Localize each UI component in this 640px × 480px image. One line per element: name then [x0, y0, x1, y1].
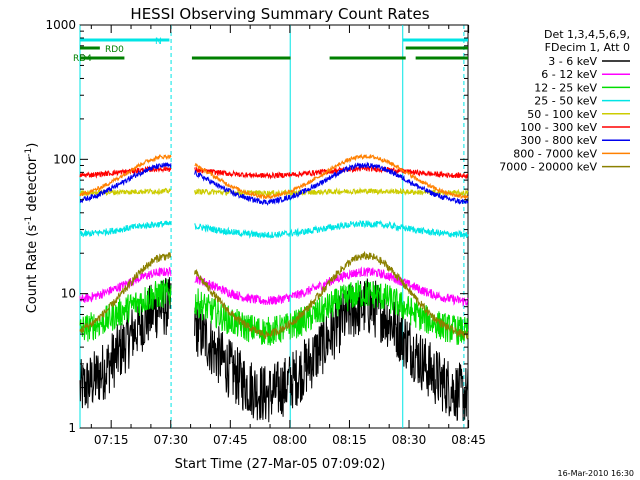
y-tick-label: 10 — [61, 287, 76, 301]
chart-title: HESSI Observing Summary Count Rates — [130, 5, 429, 23]
y-axis-title: Count Rate (s-1 detector-1) — [24, 143, 40, 314]
y-tick-label: 1 — [68, 421, 76, 435]
flag-label-n: N — [155, 37, 162, 47]
y-axis-title-sup1: -1 — [24, 216, 34, 225]
footer-timestamp: 16-Mar-2010 16:30 — [558, 469, 635, 478]
legend-label-7: 800 - 7000 keV — [513, 147, 597, 160]
legend-label-3: 25 - 50 keV — [534, 95, 597, 108]
flag-layer: N RD0 RD4 — [73, 37, 468, 64]
series-line-8 — [79, 250, 469, 340]
series-line-2 — [79, 279, 469, 346]
series-line-0 — [79, 277, 469, 423]
legend-label-2: 12 - 25 keV — [534, 81, 597, 94]
x-tick-label: 08:30 — [392, 433, 427, 447]
legend-label-6: 300 - 800 keV — [520, 134, 597, 147]
x-tick-label: 08:15 — [332, 433, 367, 447]
series-line-5 — [79, 165, 469, 180]
y-axis-title-sup2: -1 — [24, 148, 34, 157]
legend-label-4: 50 - 100 keV — [527, 108, 597, 121]
series-line-1 — [79, 266, 469, 307]
y-axis-title-end: ) — [25, 143, 40, 148]
x-tick-label: 07:30 — [153, 433, 188, 447]
y-tick-label: 100 — [53, 152, 76, 166]
x-tick-label: 07:15 — [94, 433, 129, 447]
series-line-7 — [79, 153, 469, 201]
data-layer — [79, 25, 469, 428]
legend-header-line2: FDecim 1, Att 0 — [545, 41, 630, 54]
series-line-6 — [79, 161, 469, 206]
y-axis-title-mid: detector — [25, 156, 40, 216]
x-axis-title: Start Time (27-Mar-05 07:09:02) — [175, 457, 386, 472]
y-axis-title-main: Count Rate (s — [25, 225, 40, 314]
legend-header-line1: Det 1,3,4,5,6,9, — [544, 28, 630, 41]
legend-label-0: 3 - 6 keV — [548, 55, 597, 68]
legend-label-5: 100 - 300 keV — [520, 121, 597, 134]
flag-label-rd4: RD4 — [73, 54, 92, 64]
flag-label-rd0: RD0 — [105, 45, 124, 55]
series-line-3 — [79, 219, 469, 240]
legend-label-1: 6 - 12 keV — [541, 68, 597, 81]
x-tick-label: 07:45 — [213, 433, 248, 447]
y-tick-label: 1000 — [45, 18, 76, 32]
x-tick-label: 08:00 — [273, 433, 308, 447]
series-line-4 — [79, 187, 469, 198]
legend-label-8: 7000 - 20000 keV — [499, 161, 597, 174]
axis-layer: 1 10 100 1000 07:15 07:30 07:45 08:00 08:15 08:30… — [45, 18, 485, 447]
x-tick-label: 08:45 — [451, 433, 486, 447]
